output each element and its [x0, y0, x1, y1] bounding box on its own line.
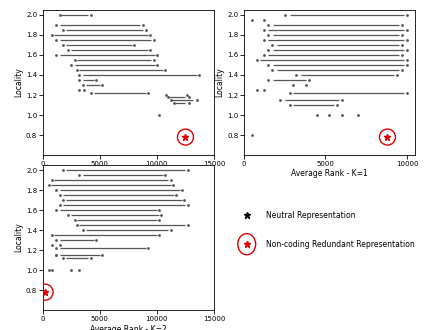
Y-axis label: Locality: Locality: [14, 68, 23, 97]
Text: Non-coding Redundant Representation: Non-coding Redundant Representation: [265, 240, 414, 249]
Y-axis label: Locality: Locality: [215, 68, 224, 97]
Text: Neutral Representation: Neutral Representation: [265, 211, 355, 220]
Y-axis label: Locality: Locality: [14, 223, 23, 252]
X-axis label: Average Rank - K=0: Average Rank - K=0: [90, 169, 167, 179]
X-axis label: Average Rank - K=2: Average Rank - K=2: [90, 324, 167, 330]
X-axis label: Average Rank - K=1: Average Rank - K=1: [291, 169, 368, 179]
